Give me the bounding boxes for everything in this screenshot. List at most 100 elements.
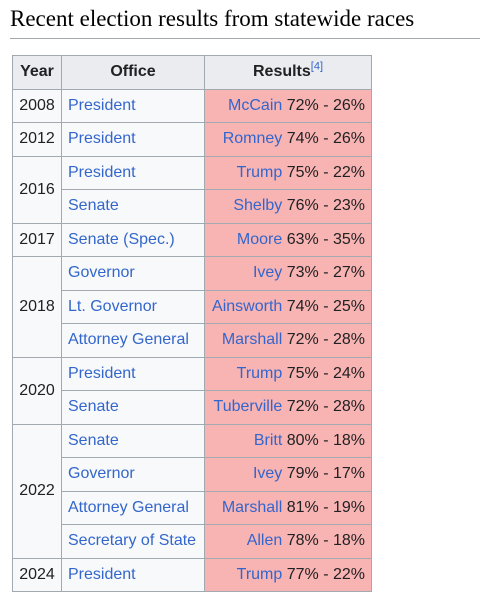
- year-column-header: Year: [12, 55, 62, 90]
- year-cell: 2024: [12, 557, 62, 592]
- vote-share: 74% - 26%: [286, 130, 365, 148]
- results-reference-link[interactable]: [4]: [310, 60, 324, 73]
- table-row: Attorney General Marshall 81% - 19%: [13, 490, 372, 525]
- vote-share: 76% - 23%: [286, 197, 365, 215]
- office-cell: President: [61, 356, 205, 391]
- table-row: Senate Shelby 76% - 23%: [13, 189, 372, 224]
- table-row: Secretary of State Allen 78% - 18%: [13, 524, 372, 559]
- candidate-link[interactable]: Moore: [236, 230, 283, 248]
- vote-share: 79% - 17%: [286, 465, 365, 483]
- office-cell: President: [61, 88, 205, 123]
- table-row: Governor Ivey 79% - 17%: [13, 457, 372, 492]
- office-link[interactable]: Secretary of State: [68, 532, 197, 550]
- office-cell: Secretary of State: [61, 524, 205, 559]
- vote-share: 74% - 25%: [286, 297, 365, 315]
- result-cell: Marshall 81% - 19%: [204, 490, 372, 525]
- year-cell: 2022: [12, 423, 62, 559]
- year-cell: 2012: [12, 122, 62, 157]
- office-cell: Senate: [61, 423, 205, 458]
- office-link[interactable]: President: [68, 163, 136, 181]
- candidate-link[interactable]: McCain: [228, 96, 283, 114]
- office-link[interactable]: Attorney General: [68, 498, 189, 516]
- office-cell: Attorney General: [61, 490, 205, 525]
- office-link[interactable]: Lt. Governor: [68, 297, 157, 315]
- year-cell: 2017: [12, 222, 62, 257]
- office-link[interactable]: Senate (Spec.): [68, 230, 175, 248]
- result-cell: Allen 78% - 18%: [204, 524, 372, 559]
- candidate-link[interactable]: Trump: [236, 163, 283, 181]
- vote-share: 78% - 18%: [286, 532, 365, 550]
- vote-share: 75% - 22%: [286, 163, 365, 181]
- office-link[interactable]: Governor: [68, 264, 135, 282]
- result-cell: Ainsworth 74% - 25%: [204, 289, 372, 324]
- table-row: Attorney General Marshall 72% - 28%: [13, 323, 372, 358]
- candidate-link[interactable]: Tuberville: [213, 398, 283, 416]
- office-link[interactable]: Senate: [68, 197, 119, 215]
- office-link[interactable]: Senate: [68, 431, 119, 449]
- office-cell: Governor: [61, 457, 205, 492]
- table-row: 2016 President Trump 75% - 22%: [12, 155, 372, 224]
- table-row: 2012 President Romney 74% - 26%: [12, 122, 372, 157]
- result-cell: Shelby 76% - 23%: [204, 189, 372, 224]
- table-row: 2008 President McCain 72% - 26%: [12, 88, 372, 123]
- office-cell: Senate: [61, 189, 205, 224]
- table-row: 2024 President Trump 77% - 22%: [12, 557, 372, 592]
- office-cell: Senate: [61, 390, 205, 425]
- candidate-link[interactable]: Ivey: [252, 465, 283, 483]
- candidate-link[interactable]: Shelby: [233, 197, 283, 215]
- vote-share: 77% - 22%: [286, 565, 365, 583]
- table-row: 2017 Senate (Spec.) Moore 63% - 35%: [12, 222, 372, 257]
- vote-share: 80% - 18%: [286, 431, 365, 449]
- table-row: 2020 President Trump 75% - 24%: [12, 356, 372, 425]
- candidate-link[interactable]: Trump: [236, 565, 283, 583]
- vote-share: 72% - 26%: [286, 96, 365, 114]
- office-link[interactable]: Governor: [68, 465, 135, 483]
- office-link[interactable]: President: [68, 565, 136, 583]
- office-link[interactable]: President: [68, 96, 136, 114]
- candidate-link[interactable]: Allen: [246, 532, 283, 550]
- result-cell: McCain 72% - 26%: [204, 88, 372, 123]
- office-cell: President: [61, 557, 205, 592]
- vote-share: 72% - 28%: [286, 331, 365, 349]
- header-row: Year Office Results[4]: [12, 55, 372, 90]
- result-cell: Trump 77% - 22%: [204, 557, 372, 592]
- office-link[interactable]: President: [68, 130, 136, 148]
- office-cell: President: [61, 155, 205, 190]
- vote-share: 73% - 27%: [286, 264, 365, 282]
- result-cell: Marshall 72% - 28%: [204, 323, 372, 358]
- result-cell: Romney 74% - 26%: [204, 122, 372, 157]
- office-cell: Senate (Spec.): [61, 222, 205, 257]
- result-cell: Ivey 79% - 17%: [204, 457, 372, 492]
- candidate-link[interactable]: Ivey: [252, 264, 283, 282]
- candidate-link[interactable]: Ainsworth: [212, 297, 283, 315]
- vote-share: 81% - 19%: [286, 498, 365, 516]
- year-cell: 2008: [12, 88, 62, 123]
- office-cell: Lt. Governor: [61, 289, 205, 324]
- results-column-header: Results[4]: [204, 55, 372, 90]
- vote-share: 75% - 24%: [286, 364, 365, 382]
- office-cell: President: [61, 122, 205, 157]
- candidate-link[interactable]: Romney: [222, 130, 283, 148]
- office-link[interactable]: President: [68, 364, 136, 382]
- year-cell: 2020: [12, 356, 62, 425]
- result-cell: Tuberville 72% - 28%: [204, 390, 372, 425]
- table-row: 2018 Governor Ivey 73% - 27%: [12, 256, 372, 358]
- candidate-link[interactable]: Marshall: [221, 331, 283, 349]
- table-row: Senate Tuberville 72% - 28%: [13, 390, 372, 425]
- year-cell: 2016: [12, 155, 62, 224]
- candidate-link[interactable]: Britt: [253, 431, 283, 449]
- result-cell: Trump 75% - 22%: [204, 155, 372, 190]
- year-cell: 2018: [12, 256, 62, 358]
- office-column-header: Office: [61, 55, 205, 90]
- results-body: 2008 President McCain 72% - 26% 2012 Preside…: [12, 88, 372, 592]
- office-cell: Attorney General: [61, 323, 205, 358]
- result-cell: Ivey 73% - 27%: [204, 256, 372, 291]
- office-link[interactable]: Attorney General: [68, 331, 189, 349]
- vote-share: 63% - 35%: [286, 230, 365, 248]
- result-cell: Trump 75% - 24%: [204, 356, 372, 391]
- election-results-table: Year Office Results[4] 2008 President McCa…: [12, 55, 372, 592]
- candidate-link[interactable]: Marshall: [221, 498, 283, 516]
- candidate-link[interactable]: Trump: [236, 364, 283, 382]
- office-cell: Governor: [61, 256, 205, 291]
- office-link[interactable]: Senate: [68, 398, 119, 416]
